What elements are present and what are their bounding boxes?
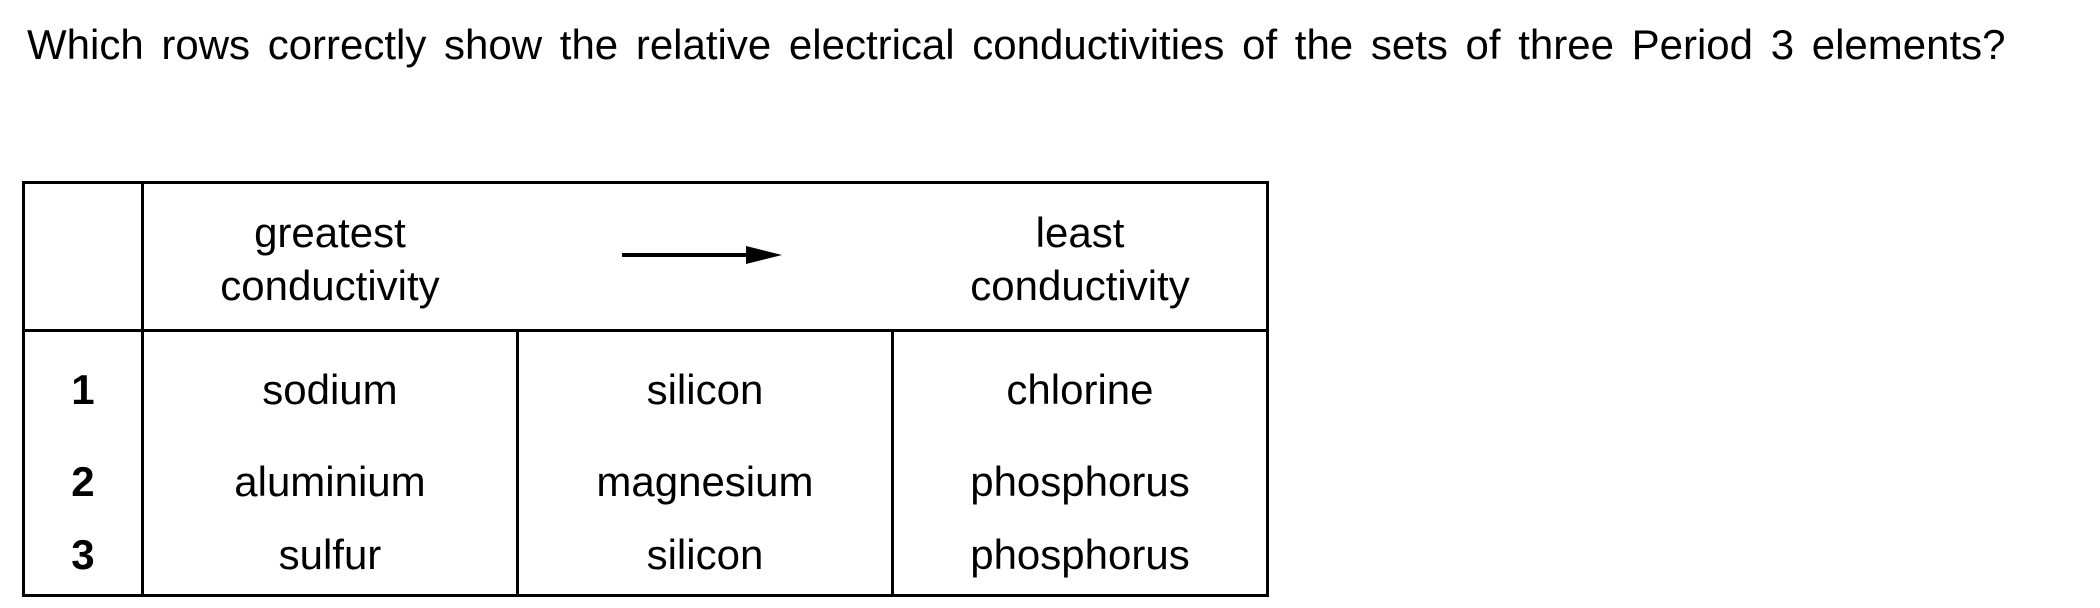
header-conductivity-cell: greatest conductivity least conductivity	[140, 181, 1270, 332]
header-greatest-line2: conductivity	[220, 262, 440, 309]
element-middle: silicon	[517, 522, 894, 597]
table-header-row: greatest conductivity least conductivity	[22, 181, 1270, 332]
header-least-line2: conductivity	[970, 262, 1190, 309]
element-middle: magnesium	[517, 440, 894, 523]
question-text: Which rows correctly show the relative e…	[27, 21, 2006, 68]
element-greatest: sodium	[142, 330, 519, 441]
element-least: phosphorus	[892, 522, 1270, 597]
element-greatest: sulfur	[142, 522, 519, 597]
element-middle: silicon	[517, 330, 894, 441]
header-greatest-conductivity: greatest conductivity	[144, 206, 516, 312]
header-greatest-line1: greatest	[254, 209, 406, 256]
table-row: 3 sulfur silicon phosphorus	[22, 522, 1270, 597]
header-empty-cell	[22, 181, 144, 332]
row-number: 1	[22, 330, 144, 441]
element-least: chlorine	[892, 330, 1270, 441]
row-number: 3	[22, 522, 144, 597]
table-row: 1 sodium silicon chlorine	[22, 330, 1270, 441]
row-number: 2	[22, 440, 144, 523]
answer-table: greatest conductivity least conductivity…	[22, 181, 1270, 597]
element-greatest: aluminium	[142, 440, 519, 523]
header-least-conductivity: least conductivity	[894, 206, 1266, 312]
table-row: 2 aluminium magnesium phosphorus	[22, 440, 1270, 523]
right-arrow-icon	[516, 244, 888, 274]
header-least-line1: least	[1035, 209, 1125, 256]
element-least: phosphorus	[892, 440, 1270, 523]
